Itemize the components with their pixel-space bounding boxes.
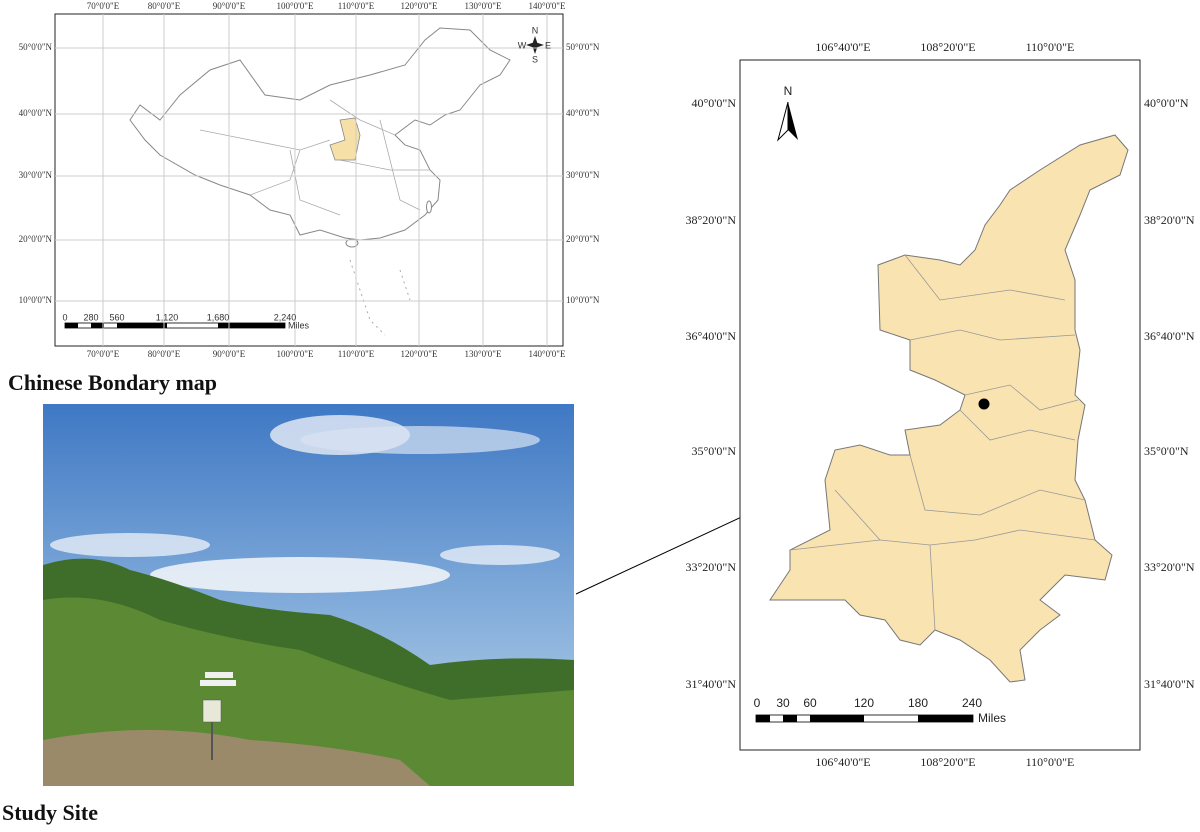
lat-label: 40°0'0"N <box>691 96 736 110</box>
scale-bar-fill <box>65 323 285 328</box>
lon-label: 80°0'0"E <box>148 1 181 11</box>
lon-label: 100°0'0"E <box>277 1 314 11</box>
lon-label: 106°40'0"E <box>815 755 870 769</box>
scale-label: 0 <box>62 312 67 322</box>
islands <box>349 259 411 336</box>
province-lines <box>199 99 430 216</box>
lat-label: 40°0'0"N <box>566 108 600 118</box>
lat-label: 38°20'0"N <box>685 213 736 227</box>
north-label: N <box>784 84 793 98</box>
lon-label: 106°40'0"E <box>815 40 870 54</box>
study-site-photo <box>43 404 574 786</box>
scale-label: 1,120 <box>156 312 179 322</box>
lat-label: 31°40'0"N <box>1144 677 1195 691</box>
study-site-marker <box>978 398 990 410</box>
lon-label: 108°20'0"E <box>920 755 975 769</box>
lat-label: 50°0'0"N <box>19 42 53 52</box>
compass <box>526 36 544 54</box>
scale-label: 30 <box>776 696 790 710</box>
scale-label: 180 <box>908 696 928 710</box>
compass-letter: W <box>518 40 527 50</box>
lon-label: 110°0'0"E <box>1026 40 1075 54</box>
scale-label: 120 <box>854 696 874 710</box>
lon-label: 110°0'0"E <box>338 1 375 11</box>
lon-label: 140°0'0"E <box>529 349 566 359</box>
lat-label: 50°0'0"N <box>566 42 600 52</box>
lat-label: 33°20'0"N <box>685 560 736 574</box>
lon-label: 90°0'0"E <box>213 349 246 359</box>
compass-letter: N <box>532 25 539 35</box>
lon-label: 108°20'0"E <box>920 40 975 54</box>
shaanxi-map <box>739 59 1141 751</box>
scale-label: 560 <box>109 312 124 322</box>
lat-label: 35°0'0"N <box>691 444 736 458</box>
lon-label: 120°0'0"E <box>401 349 438 359</box>
photo-caption: Study Site <box>2 800 98 825</box>
lon-label: 110°0'0"E <box>1026 755 1075 769</box>
taiwan <box>426 200 432 214</box>
county-lines <box>789 254 1096 631</box>
lon-label: 130°0'0"E <box>465 1 502 11</box>
lat-label: 10°0'0"N <box>19 295 53 305</box>
compass-letter: S <box>532 54 538 64</box>
lon-label: 80°0'0"E <box>148 349 181 359</box>
compass-letter: E <box>545 40 551 50</box>
lon-label: 130°0'0"E <box>465 349 502 359</box>
scale-label: 60 <box>803 696 817 710</box>
scale-label: 2,240 <box>274 312 297 322</box>
scale-label: 1,680 <box>207 312 230 322</box>
lat-label: 10°0'0"N <box>566 295 600 305</box>
lat-label: 40°0'0"N <box>19 108 53 118</box>
lat-label: 30°0'0"N <box>19 170 53 180</box>
lat-label: 36°40'0"N <box>1144 329 1195 343</box>
scale-unit: Miles <box>288 320 310 330</box>
lon-label: 70°0'0"E <box>87 1 120 11</box>
lat-label: 38°20'0"N <box>1144 213 1195 227</box>
scale-bar-fill <box>756 715 973 722</box>
scale-unit: Miles <box>978 711 1006 725</box>
lon-label: 70°0'0"E <box>87 349 120 359</box>
lon-label: 120°0'0"E <box>401 1 438 11</box>
map-caption: Chinese Bondary map <box>8 370 217 395</box>
lon-label: 100°0'0"E <box>277 349 314 359</box>
scale-label: 0 <box>754 696 761 710</box>
hainan <box>345 238 359 248</box>
shaanxi-outline <box>769 134 1129 683</box>
lat-label: 33°20'0"N <box>1144 560 1195 574</box>
lat-label: 30°0'0"N <box>566 170 600 180</box>
lon-label: 110°0'0"E <box>338 349 375 359</box>
lon-label: 90°0'0"E <box>213 1 246 11</box>
lat-label: 20°0'0"N <box>19 234 53 244</box>
north-arrow <box>788 102 798 140</box>
lat-label: 36°40'0"N <box>685 329 736 343</box>
scale-label: 280 <box>83 312 98 322</box>
lat-label: 31°40'0"N <box>685 677 736 691</box>
china-map <box>54 13 564 347</box>
lat-label: 35°0'0"N <box>1144 444 1189 458</box>
lat-label: 40°0'0"N <box>1144 96 1189 110</box>
lon-label: 140°0'0"E <box>529 1 566 11</box>
scale-label: 240 <box>962 696 982 710</box>
lat-label: 20°0'0"N <box>566 234 600 244</box>
